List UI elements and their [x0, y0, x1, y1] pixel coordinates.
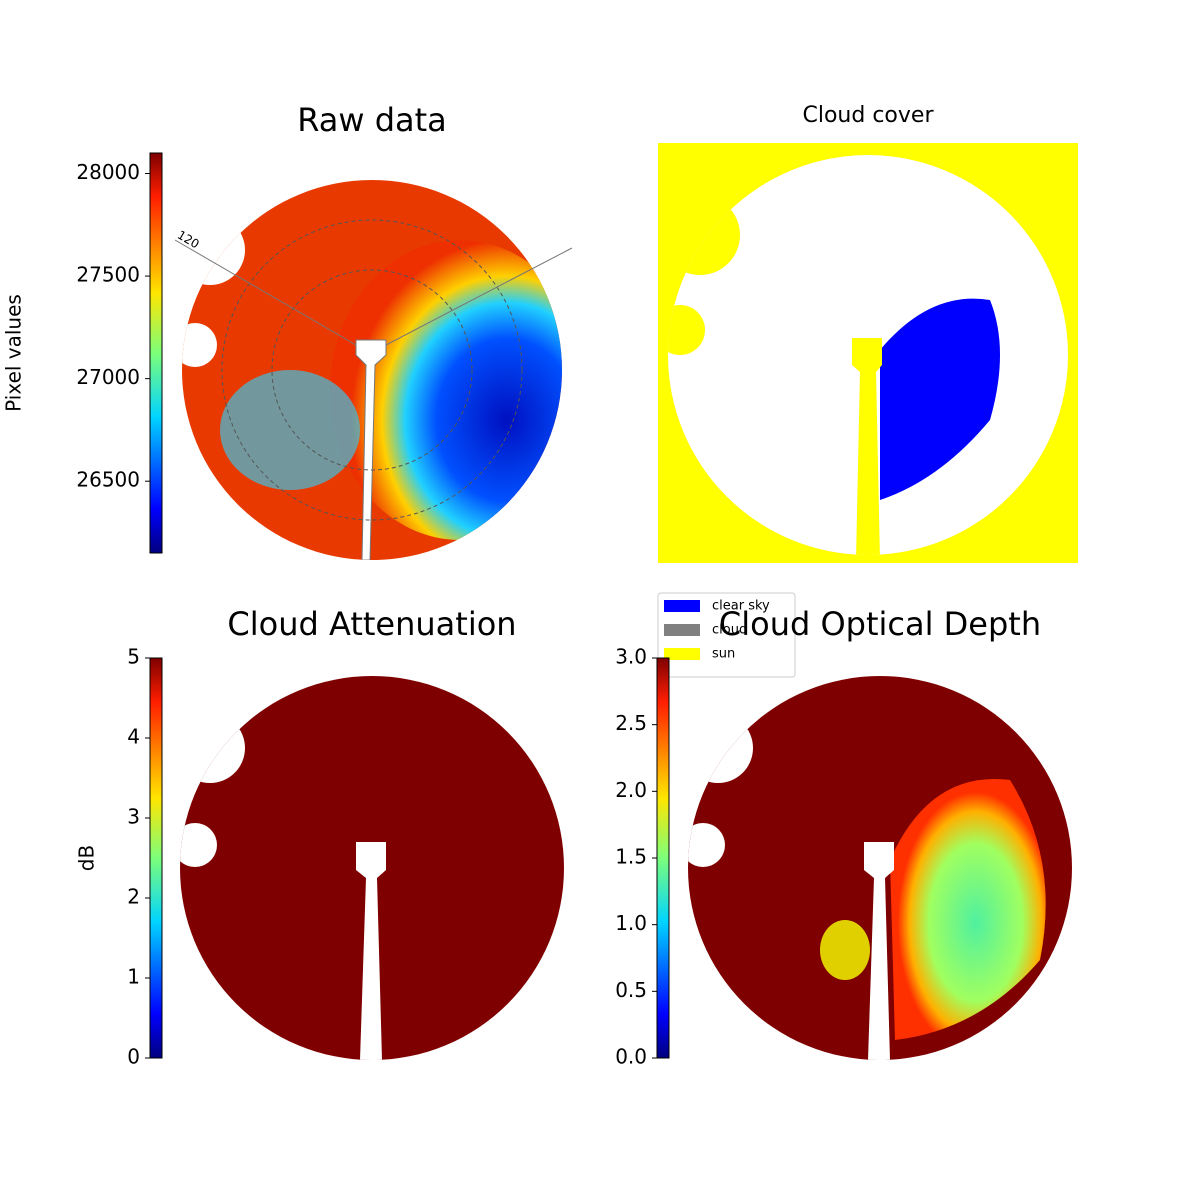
- attenuation-image: [180, 676, 564, 1060]
- tick-label: 27000: [76, 365, 140, 389]
- tick-label: 2: [127, 885, 140, 909]
- tick-label: 2.5: [615, 711, 647, 735]
- colorbar-label: dB: [75, 845, 99, 871]
- tick-label: 3.0: [615, 645, 647, 669]
- colorbar-label: Pixel values: [2, 294, 26, 412]
- tick-label: 1.0: [615, 911, 647, 935]
- tick-label: 27500: [76, 263, 140, 287]
- legend-label: cloud: [712, 623, 747, 638]
- tick-label: 0: [127, 1045, 140, 1069]
- raw-image: [182, 180, 562, 560]
- colorbar: [149, 152, 163, 554]
- legend-swatch: [664, 600, 700, 612]
- panel-title: Raw data: [297, 101, 447, 139]
- legend-label: sun: [712, 647, 735, 662]
- colorbar: [656, 657, 670, 1059]
- panel-title: Cloud Optical Depth: [719, 605, 1041, 643]
- tick-label: 0.0: [615, 1045, 647, 1069]
- tick-label: 28000: [76, 160, 140, 184]
- legend-swatch: [664, 648, 700, 660]
- tick-label: 4: [127, 725, 140, 749]
- panel-title: Cloud cover: [803, 103, 935, 128]
- tick-label: 2.0: [615, 778, 647, 802]
- tick-label: 3: [127, 805, 140, 829]
- tick-label: 1.5: [615, 845, 647, 869]
- legend-label: clear sky: [712, 599, 770, 614]
- tick-label: 1: [127, 965, 140, 989]
- panel-title: Cloud Attenuation: [227, 605, 516, 643]
- cloud-cover-image: [668, 155, 1068, 555]
- colorbar: [149, 657, 163, 1059]
- optical-depth-image: [688, 676, 1072, 1060]
- tick-label: 5: [127, 645, 140, 669]
- tick-label: 0.5: [615, 978, 647, 1002]
- legend-swatch: [664, 624, 700, 636]
- tick-label: 26500: [76, 468, 140, 492]
